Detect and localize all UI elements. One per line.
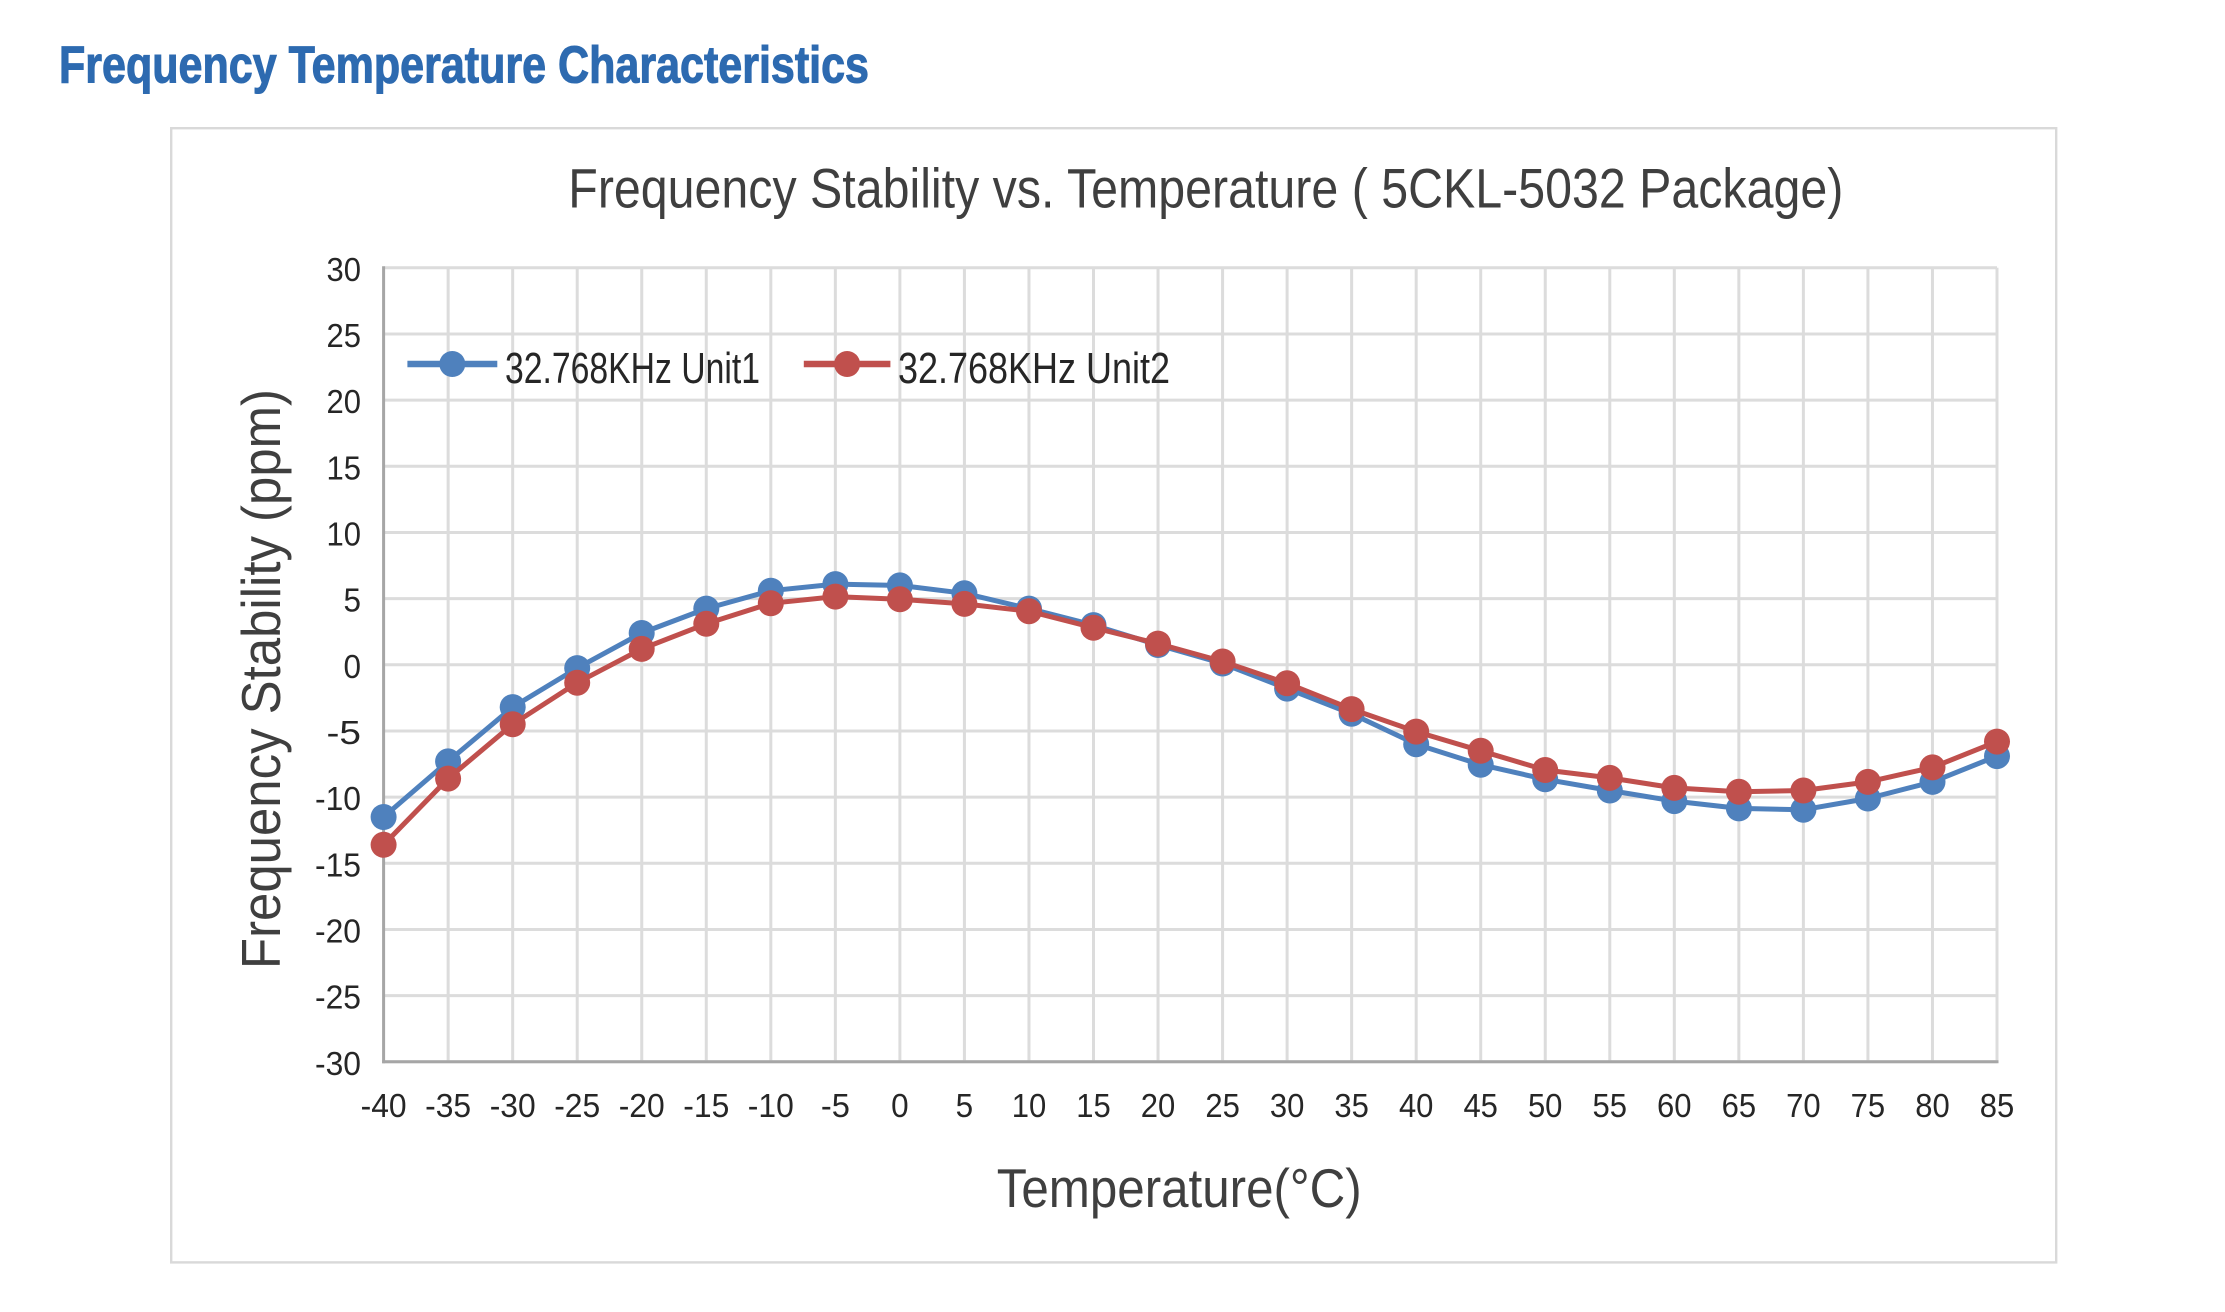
svg-text:-35: -35 (425, 1087, 471, 1124)
svg-text:0: 0 (891, 1087, 909, 1124)
svg-text:0: 0 (344, 648, 362, 685)
svg-text:5: 5 (956, 1087, 974, 1124)
svg-text:-20: -20 (315, 913, 361, 950)
svg-text:-5: -5 (327, 714, 362, 751)
svg-text:60: 60 (1657, 1087, 1692, 1124)
svg-text:32.768KHz Unit2: 32.768KHz Unit2 (898, 344, 1170, 393)
svg-text:25: 25 (327, 317, 362, 354)
svg-text:-40: -40 (361, 1087, 407, 1124)
svg-text:-30: -30 (490, 1087, 536, 1124)
svg-text:75: 75 (1851, 1087, 1886, 1124)
svg-text:55: 55 (1593, 1087, 1628, 1124)
svg-text:5: 5 (344, 582, 362, 619)
svg-text:-5: -5 (821, 1087, 850, 1124)
svg-text:-15: -15 (315, 846, 361, 883)
svg-text:10: 10 (1012, 1087, 1047, 1124)
svg-text:30: 30 (327, 251, 362, 288)
svg-text:-10: -10 (748, 1087, 794, 1124)
svg-text:-25: -25 (315, 979, 361, 1016)
svg-text:-20: -20 (619, 1087, 665, 1124)
svg-text:-30: -30 (315, 1045, 361, 1082)
svg-text:Frequency Stability vs. Temper: Frequency Stability vs. Temperature ( 5C… (568, 157, 1843, 220)
svg-text:-15: -15 (683, 1087, 729, 1124)
svg-text:32.768KHz Unit1: 32.768KHz Unit1 (505, 344, 760, 393)
svg-text:85: 85 (1980, 1087, 2015, 1124)
svg-text:20: 20 (327, 383, 362, 420)
svg-text:80: 80 (1915, 1087, 1950, 1124)
svg-text:15: 15 (327, 449, 362, 486)
svg-text:15: 15 (1076, 1087, 1111, 1124)
svg-text:Frequency Stability (ppm): Frequency Stability (ppm) (230, 389, 292, 969)
svg-text:40: 40 (1399, 1087, 1434, 1124)
svg-text:20: 20 (1141, 1087, 1176, 1124)
svg-text:25: 25 (1205, 1087, 1240, 1124)
svg-text:70: 70 (1786, 1087, 1821, 1124)
svg-text:35: 35 (1334, 1087, 1369, 1124)
svg-text:Frequency Temperature Characte: Frequency Temperature Characteristics (59, 37, 869, 95)
svg-text:30: 30 (1270, 1087, 1305, 1124)
svg-text:50: 50 (1528, 1087, 1563, 1124)
svg-text:65: 65 (1722, 1087, 1757, 1124)
svg-text:10: 10 (327, 516, 362, 553)
svg-text:-10: -10 (315, 780, 361, 817)
svg-text:45: 45 (1463, 1087, 1498, 1124)
svg-text:Temperature(°C): Temperature(°C) (997, 1157, 1362, 1219)
svg-text:-25: -25 (554, 1087, 600, 1124)
